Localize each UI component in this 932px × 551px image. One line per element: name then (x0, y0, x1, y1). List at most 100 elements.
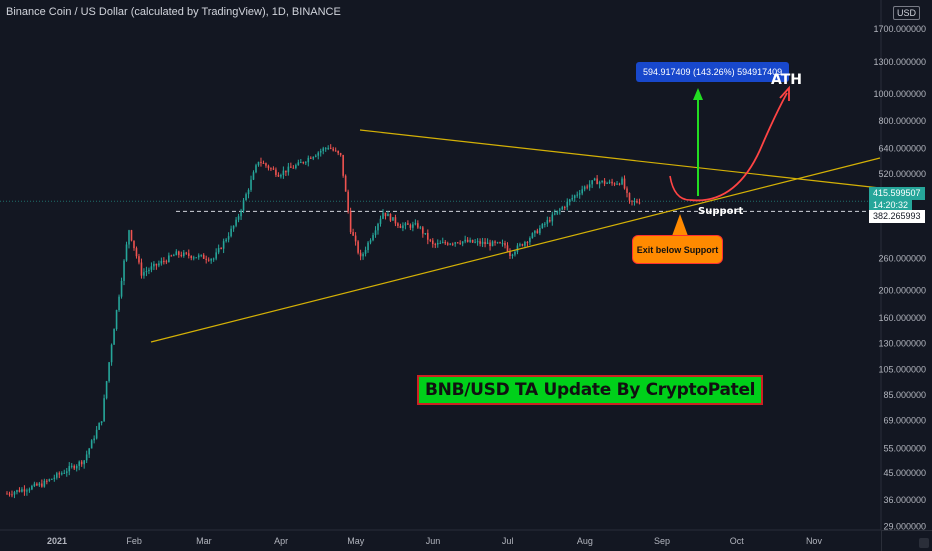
price-axis[interactable]: 1700.000000 1300.000000 1000.000000 800.000… (873, 0, 932, 532)
candle-body (250, 179, 252, 190)
candle-body (422, 227, 424, 234)
candle-body (247, 189, 250, 195)
candle-body (212, 258, 215, 260)
time-tick-label: Apr (274, 536, 288, 546)
candle-body (190, 255, 193, 259)
time-tick-label: Jul (502, 536, 514, 546)
candle-body (556, 210, 559, 214)
settings-icon[interactable] (919, 538, 929, 548)
candle-body (454, 242, 456, 244)
candle-body (63, 472, 66, 474)
current-price-tag: 415.599507 (869, 187, 925, 200)
time-tick-label: Jun (426, 536, 441, 546)
currency-badge[interactable]: USD (893, 6, 921, 20)
candle-body (491, 241, 494, 247)
candle-body (581, 189, 583, 194)
candle-body (78, 461, 81, 466)
candle-body (606, 182, 608, 184)
candle-body (334, 150, 337, 152)
candle-body (544, 223, 546, 225)
candle-body (6, 493, 8, 495)
time-axis-bg (0, 530, 881, 550)
candle-body (257, 161, 260, 166)
candle-body (235, 219, 237, 226)
candle-body (217, 248, 220, 253)
candle-body (352, 232, 354, 236)
candle-body (245, 194, 247, 201)
time-tick-label: Nov (806, 536, 823, 546)
candle-body (33, 483, 36, 487)
exit-callout-text: Exit below Support (636, 244, 719, 255)
candle-body (100, 421, 103, 424)
candle-body (178, 251, 180, 255)
candle-body (187, 253, 190, 256)
candle-body (240, 210, 242, 217)
candle-body (332, 148, 334, 151)
candle-body (578, 193, 581, 195)
candle-body (539, 228, 541, 234)
candle-body (417, 223, 419, 228)
time-tick-label: Feb (126, 536, 142, 546)
candle-body (153, 263, 155, 267)
candle-body (598, 181, 601, 185)
candle-body (145, 270, 148, 273)
candle-body (531, 233, 534, 239)
candle-body (339, 153, 342, 155)
candle-body (232, 225, 235, 229)
ascending-trendline (150, 157, 881, 343)
candle-body (90, 440, 93, 449)
candle-body (329, 147, 332, 149)
candle-body (53, 477, 56, 479)
candle-body (68, 466, 71, 472)
price-tick-label: 200.000000 (878, 286, 926, 296)
candle-body (70, 465, 73, 467)
candle-body (98, 423, 100, 430)
candle-body (168, 255, 170, 263)
candle-body (305, 162, 307, 164)
chart-drawings-over (150, 85, 881, 343)
candle-body (11, 494, 13, 496)
price-tick-label: 640.000000 (878, 143, 926, 153)
candle-body (210, 259, 212, 261)
candle-body (593, 178, 596, 181)
candle-body (586, 186, 588, 188)
candle-body (185, 252, 188, 254)
descending-trendline (359, 129, 881, 189)
candle-body (474, 241, 476, 243)
candle-body (95, 429, 98, 439)
candle-body (272, 168, 275, 170)
candle-body (80, 461, 83, 465)
time-tick-label: Oct (730, 536, 745, 546)
candle-body (424, 233, 427, 235)
axis-corner[interactable] (881, 530, 932, 551)
candle-body (392, 217, 394, 221)
candle-body (38, 483, 41, 486)
price-tick-label: 36.000000 (883, 495, 926, 505)
candle-body (28, 489, 31, 491)
candle-body (558, 209, 561, 211)
candle-body (148, 269, 150, 271)
price-tick-label: 29.000000 (883, 522, 926, 532)
candle-body (125, 244, 128, 261)
candle-body (83, 460, 85, 465)
candle-body (302, 162, 305, 164)
candle-body (51, 478, 53, 480)
candle-body (255, 165, 257, 173)
symbol-title: Binance Coin / US Dollar (calculated by … (6, 6, 341, 18)
candle-body (160, 260, 163, 264)
candle-body (434, 244, 437, 246)
price-tick-label: 69.000000 (883, 416, 926, 426)
price-tick-label: 800.000000 (878, 116, 926, 126)
candle-body (372, 235, 374, 241)
candle-body (88, 448, 90, 455)
candle-body (382, 212, 384, 219)
candle-body (394, 217, 397, 224)
candle-body (285, 170, 287, 173)
candle-body (466, 239, 469, 242)
bar-countdown-tag: 14:20:32 (869, 199, 913, 212)
candle-body (292, 167, 295, 169)
candle-body (387, 214, 389, 217)
candle-body (26, 490, 28, 492)
time-axis[interactable]: 2021 Feb Mar Apr May Jun Jul Aug Sep Oct Nov (0, 529, 881, 550)
